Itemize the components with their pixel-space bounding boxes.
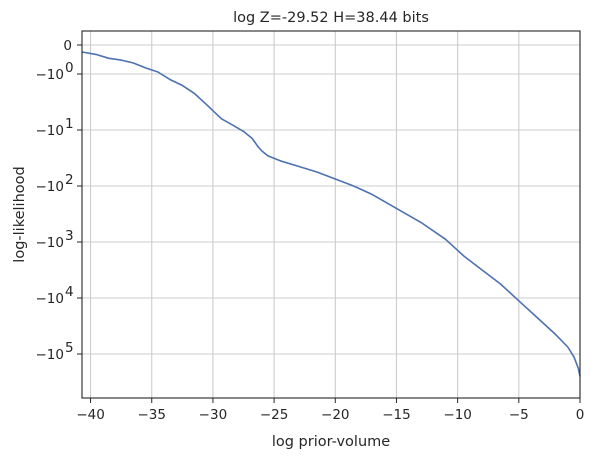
x-tick-label: −10: [443, 407, 472, 423]
y-axis: 0−10 0−10 1−10 2−10 3−10 4−10 5: [36, 38, 82, 363]
x-tick-label: −20: [321, 407, 350, 423]
y-tick-label: −10: [36, 179, 65, 195]
y-tick-label: −10: [36, 291, 65, 307]
y-tick-label: −10: [36, 235, 65, 251]
y-tick-exponent: 3: [65, 228, 74, 244]
y-tick-exponent: 5: [65, 340, 74, 356]
x-axis: −40 −35 −30 −25 −20 −15 −10 −5 0: [76, 398, 584, 423]
y-axis-label: log-likelihood: [12, 166, 28, 262]
y-tick-exponent: 4: [65, 284, 74, 300]
x-tick-label: −35: [137, 407, 166, 423]
x-tick-label: 0: [576, 407, 585, 423]
plot-frame: [81, 30, 581, 399]
x-tick-label: −40: [76, 407, 105, 423]
chart-title: log Z=-29.52 H=38.44 bits: [233, 10, 429, 26]
x-axis-label: log prior-volume: [272, 434, 390, 450]
x-tick-label: −30: [199, 407, 228, 423]
y-tick-label: −10: [36, 67, 65, 83]
y-tick-label: −10: [36, 347, 65, 363]
y-tick-exponent: 1: [65, 116, 74, 132]
x-tick-label: −15: [382, 407, 411, 423]
series-line: [81, 51, 581, 377]
x-tick-label: −25: [260, 407, 289, 423]
y-tick-label: 0: [63, 38, 72, 54]
x-tick-label: −5: [509, 407, 529, 423]
y-tick-label: −10: [36, 123, 65, 139]
series-layer: [81, 51, 581, 377]
grid: [82, 31, 581, 398]
y-tick-exponent: 2: [65, 172, 74, 188]
y-tick-exponent: 0: [65, 60, 74, 76]
